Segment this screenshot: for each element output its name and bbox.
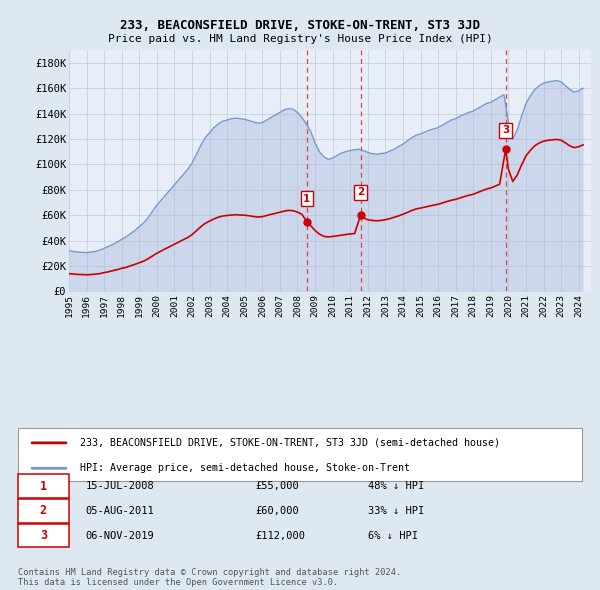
Text: 233, BEACONSFIELD DRIVE, STOKE-ON-TRENT, ST3 3JD: 233, BEACONSFIELD DRIVE, STOKE-ON-TRENT,… [120, 19, 480, 32]
Text: £112,000: £112,000 [255, 530, 305, 540]
Text: 233, BEACONSFIELD DRIVE, STOKE-ON-TRENT, ST3 3JD (semi-detached house): 233, BEACONSFIELD DRIVE, STOKE-ON-TRENT,… [80, 438, 500, 448]
FancyBboxPatch shape [18, 499, 69, 523]
Text: Price paid vs. HM Land Registry's House Price Index (HPI): Price paid vs. HM Land Registry's House … [107, 34, 493, 44]
Text: HPI: Average price, semi-detached house, Stoke-on-Trent: HPI: Average price, semi-detached house,… [80, 463, 410, 473]
Text: 2: 2 [357, 188, 364, 198]
FancyBboxPatch shape [18, 428, 582, 481]
Text: £55,000: £55,000 [255, 481, 299, 491]
Text: 48% ↓ HPI: 48% ↓ HPI [368, 481, 424, 491]
FancyBboxPatch shape [18, 474, 69, 498]
Text: 6% ↓ HPI: 6% ↓ HPI [368, 530, 418, 540]
Text: 3: 3 [502, 125, 509, 135]
Text: 1: 1 [303, 194, 311, 204]
Text: 1: 1 [40, 480, 47, 493]
FancyBboxPatch shape [18, 524, 69, 548]
Text: £60,000: £60,000 [255, 506, 299, 516]
Text: 33% ↓ HPI: 33% ↓ HPI [368, 506, 424, 516]
Text: 2: 2 [40, 504, 47, 517]
Text: 06-NOV-2019: 06-NOV-2019 [86, 530, 154, 540]
Text: 05-AUG-2011: 05-AUG-2011 [86, 506, 154, 516]
Text: 15-JUL-2008: 15-JUL-2008 [86, 481, 154, 491]
Text: 3: 3 [40, 529, 47, 542]
Text: Contains HM Land Registry data © Crown copyright and database right 2024.
This d: Contains HM Land Registry data © Crown c… [18, 568, 401, 587]
